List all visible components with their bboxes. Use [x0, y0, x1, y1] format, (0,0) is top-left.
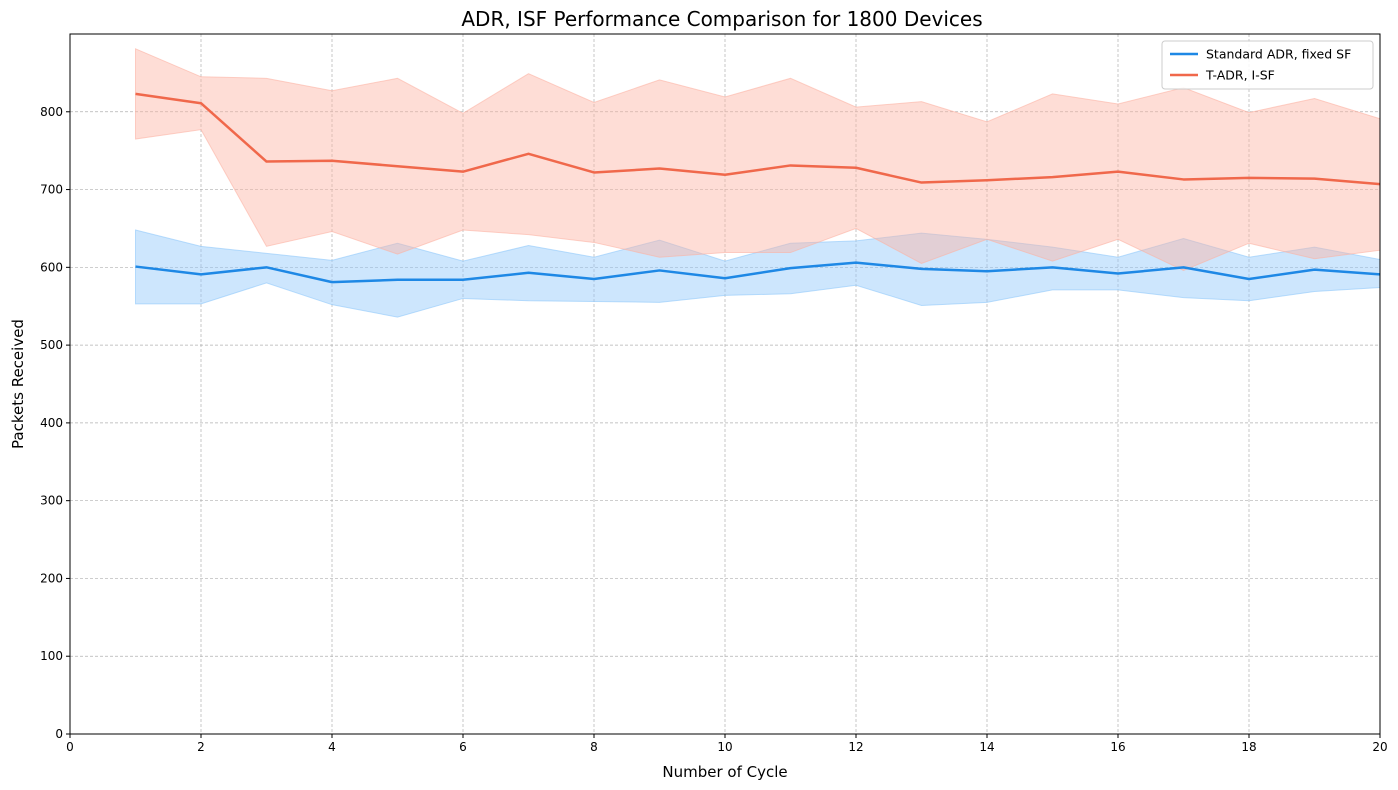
x-tick-label: 20	[1372, 740, 1387, 754]
y-axis-ticks: 0 100 200 300 400 500 600 700 800	[40, 105, 70, 741]
series-line-0	[135, 261, 1381, 284]
x-tick-label: 18	[1241, 740, 1256, 754]
legend-box	[1161, 40, 1374, 90]
x-tick-label: 10	[717, 740, 732, 754]
chart-title: ADR, ISF Performance Comparison for 1800…	[461, 7, 982, 31]
y-tick-label: 800	[40, 105, 63, 119]
y-axis-label: Packets Received	[9, 319, 27, 449]
x-tick-label: 12	[848, 740, 863, 754]
grid	[69, 34, 1381, 735]
y-tick-label: 500	[40, 338, 63, 352]
x-tick-label: 14	[979, 740, 994, 754]
x-tick-label: 6	[459, 740, 467, 754]
series-lines	[135, 92, 1381, 284]
y-tick-label: 0	[55, 727, 63, 741]
y-tick-label: 400	[40, 416, 63, 430]
x-tick-label: 8	[590, 740, 598, 754]
x-tick-label: 2	[197, 740, 205, 754]
legend-label-1: T-ADR, I-SF	[1205, 68, 1275, 83]
x-tick-label: 4	[328, 740, 336, 754]
y-tick-label: 700	[40, 183, 63, 197]
legend-label-0: Standard ADR, fixed SF	[1206, 47, 1351, 62]
y-tick-label: 300	[40, 494, 63, 508]
x-tick-label: 0	[66, 740, 74, 754]
x-tick-label: 16	[1110, 740, 1125, 754]
x-axis-label: Number of Cycle	[662, 763, 787, 781]
y-tick-label: 200	[40, 571, 63, 585]
y-tick-label: 100	[40, 649, 63, 663]
series-line-1	[135, 92, 1381, 186]
x-axis-ticks: 0 2 4 6 8 10 12 14 16 18 20	[66, 734, 1388, 754]
y-tick-label: 600	[40, 260, 63, 274]
legend: Standard ADR, fixed SF T-ADR, I-SF	[1161, 40, 1374, 90]
